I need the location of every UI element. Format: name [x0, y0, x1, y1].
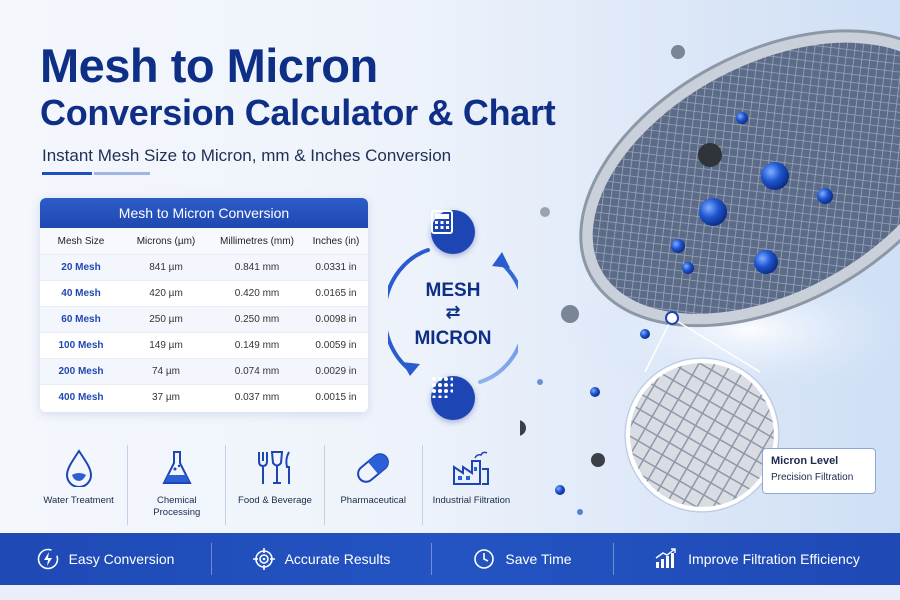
- cell-mesh: 40 Mesh: [61, 288, 101, 299]
- cell-mm: 0.841 mm: [234, 262, 280, 273]
- feature-label: Accurate Results: [284, 551, 391, 567]
- cell-inches: 0.0059 in: [315, 340, 357, 351]
- page-subtitle: Instant Mesh Size to Micron, mm & Inches…: [42, 146, 452, 165]
- cell-mesh: 100 Mesh: [58, 340, 104, 351]
- cell-mm: 0.074 mm: [234, 366, 280, 377]
- swap-arrows-icon: ⇄: [445, 302, 461, 322]
- clock-icon: [474, 549, 495, 569]
- callout-title: Micron Level: [771, 455, 839, 467]
- cell-inches: 0.0015 in: [315, 392, 357, 403]
- cell-inches: 0.0331 in: [315, 262, 357, 273]
- industry-food-beverage: Food & Beverage: [226, 445, 325, 525]
- cell-microns: 841 µm: [149, 262, 183, 273]
- feature-label: Easy Conversion: [68, 551, 175, 567]
- industry-label: Industrial Filtration: [432, 495, 511, 506]
- cell-microns: 250 µm: [149, 314, 183, 325]
- column-header: Inches (in): [312, 235, 360, 247]
- cell-mesh: 400 Mesh: [58, 392, 104, 403]
- mesh-screen-illustration: [510, 0, 900, 530]
- feature-label: Improve Filtration Efficiency: [688, 551, 860, 567]
- table-row: 60 Mesh 250 µm 0.250 mm 0.0098 in: [40, 306, 368, 332]
- micron-level-callout: Micron Level Precision Filtration: [762, 448, 876, 494]
- bottom-strip: [0, 585, 900, 600]
- cell-inches: 0.0165 in: [315, 288, 357, 299]
- cell-microns: 420 µm: [149, 288, 183, 299]
- industry-chemical-processing: Chemical Processing: [128, 445, 227, 525]
- mesh-label: MESH: [425, 280, 481, 301]
- conversion-table: Mesh to Micron Conversion Mesh Size Micr…: [40, 198, 368, 412]
- cell-mm: 0.037 mm: [234, 392, 280, 403]
- cell-mm: 0.250 mm: [234, 314, 280, 325]
- cell-mm: 0.420 mm: [234, 288, 280, 299]
- flask-icon: [161, 447, 193, 489]
- lightning-icon: [37, 548, 58, 570]
- table-row: 20 Mesh 841 µm 0.841 mm 0.0331 in: [40, 254, 368, 280]
- industry-label: Pharmaceutical: [340, 495, 406, 506]
- industry-label: Chemical Processing: [153, 495, 201, 518]
- table-body: 20 Mesh 841 µm 0.841 mm 0.0331 in 40 Mes…: [40, 254, 368, 410]
- cutlery-icon: [255, 447, 295, 489]
- callout-subtitle: Precision Filtration: [771, 472, 854, 483]
- page-title-line-2: Conversion Calculator & Chart: [40, 92, 556, 133]
- subtitle-rule-dark: [42, 172, 92, 175]
- feature-improve-filtration: Improve Filtration Efficiency: [614, 543, 900, 575]
- cell-mm: 0.149 mm: [234, 340, 280, 351]
- table-title: Mesh to Micron Conversion: [40, 198, 368, 228]
- page-title: Mesh to Micron: [40, 39, 378, 92]
- industry-industrial-filtration: Industrial Filtration: [423, 445, 520, 525]
- water-drop-icon: [63, 447, 95, 489]
- cycle-arrows: [388, 248, 518, 384]
- industry-water-treatment: Water Treatment: [30, 445, 129, 525]
- column-header: Microns (µm): [136, 235, 196, 247]
- cell-mesh: 20 Mesh: [61, 262, 101, 273]
- industry-label: Water Treatment: [43, 495, 114, 506]
- capsule-icon: [353, 447, 393, 489]
- conversion-cycle: MESH ⇄ MICRON: [388, 210, 518, 420]
- factory-icon: [451, 447, 491, 489]
- growth-chart-icon: [655, 548, 676, 568]
- column-header: Mesh Size: [57, 235, 105, 247]
- cell-mesh: 200 Mesh: [58, 366, 104, 377]
- cell-microns: 74 µm: [152, 366, 180, 377]
- cell-microns: 149 µm: [149, 340, 183, 351]
- industry-label: Food & Beverage: [238, 495, 312, 506]
- target-icon: [252, 548, 275, 570]
- table-row: 100 Mesh 149 µm 0.149 mm 0.0059 in: [40, 332, 368, 358]
- table-row: 40 Mesh 420 µm 0.420 mm 0.0165 in: [40, 280, 368, 306]
- calculator-icon: [431, 210, 475, 254]
- industry-pharmaceutical: Pharmaceutical: [325, 445, 423, 525]
- feature-label: Save Time: [505, 551, 572, 567]
- dot-grid-icon: [431, 376, 475, 420]
- cell-inches: 0.0029 in: [315, 366, 357, 377]
- feature-easy-conversion: Easy Conversion: [0, 543, 212, 575]
- feature-save-time: Save Time: [432, 543, 614, 575]
- features-bar: Easy Conversion Accurate Results Save Ti…: [0, 533, 900, 585]
- micron-label: MICRON: [414, 328, 492, 349]
- column-header: Millimetres (mm): [220, 235, 294, 247]
- table-row: 400 Mesh 37 µm 0.037 mm 0.0015 in: [40, 384, 368, 410]
- cell-microns: 37 µm: [152, 392, 180, 403]
- table-row: 200 Mesh 74 µm 0.074 mm 0.0029 in: [40, 358, 368, 384]
- cell-mesh: 60 Mesh: [61, 314, 101, 325]
- table-header-row: Mesh Size Microns (µm) Millimetres (mm) …: [40, 228, 368, 254]
- industries-row: Water Treatment Chemical Processing Food…: [30, 445, 520, 525]
- subtitle-rule-light: [94, 172, 150, 175]
- feature-accurate-results: Accurate Results: [212, 543, 432, 575]
- cell-inches: 0.0098 in: [315, 314, 357, 325]
